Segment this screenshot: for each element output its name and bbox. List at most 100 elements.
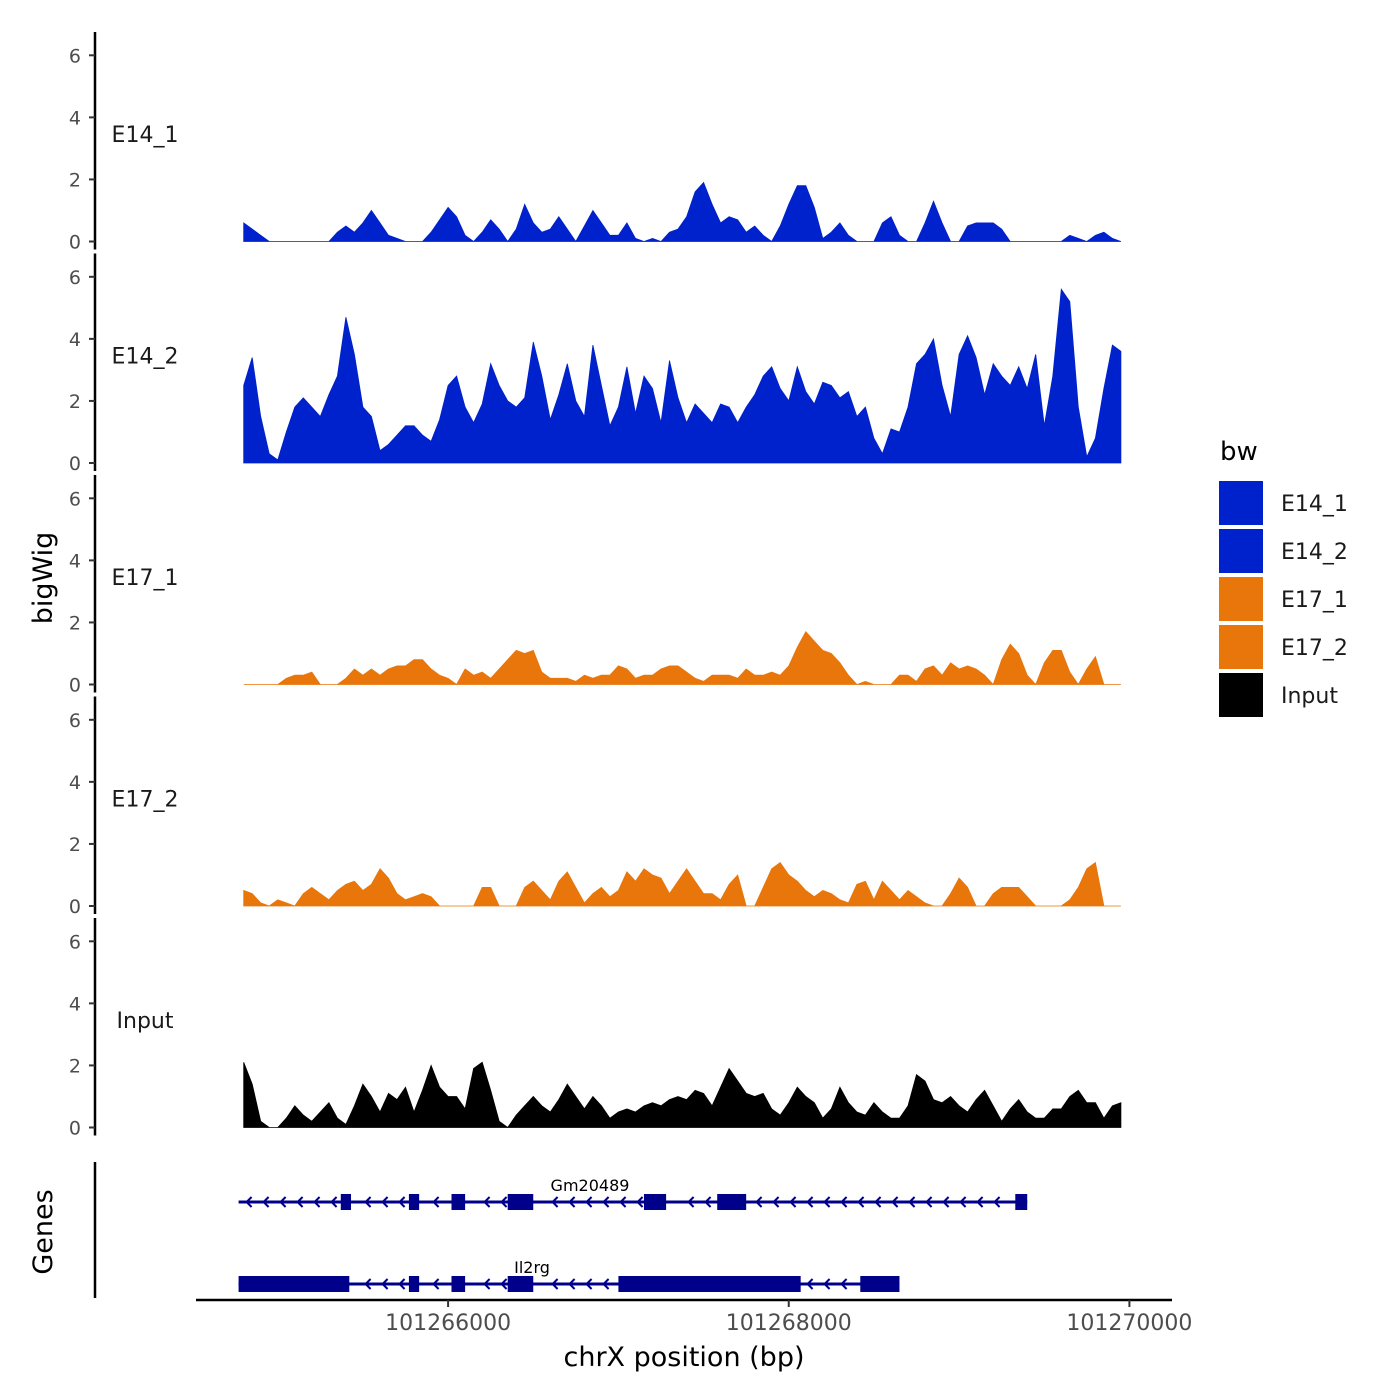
strand-arrow xyxy=(806,1278,814,1290)
strand-arrow xyxy=(279,1196,287,1208)
signal-area xyxy=(243,181,1122,243)
exon xyxy=(238,1276,350,1292)
y-tick-label: 6 xyxy=(69,45,81,67)
genes-track: Gm20489 Il2rg xyxy=(93,1162,1028,1298)
y-tick-label: 6 xyxy=(69,488,81,510)
gene-name-label: Il2rg xyxy=(514,1258,550,1277)
x-axis-title: chrX position (bp) xyxy=(563,1342,804,1373)
strand-arrow xyxy=(772,1196,780,1208)
y-tick-label: 2 xyxy=(69,391,81,413)
track-Input: 0 2 4 6 Input xyxy=(69,918,1122,1140)
strand-arrow xyxy=(687,1196,695,1208)
y-tick-label: 2 xyxy=(69,1055,81,1077)
exon xyxy=(408,1276,420,1292)
strand-arrow xyxy=(585,1278,593,1290)
x-tick-label: 101270000 xyxy=(1066,1311,1192,1336)
strand-arrow xyxy=(636,1196,644,1208)
exon xyxy=(643,1194,667,1210)
exon xyxy=(408,1194,420,1210)
track-E17_1: 0 2 4 6 E17_1 xyxy=(69,475,1121,697)
exon xyxy=(507,1194,534,1210)
track-label: Input xyxy=(117,1009,174,1034)
strand-arrow xyxy=(245,1196,253,1208)
gene-Il2rg: Il2rg xyxy=(238,1258,900,1292)
strand-arrow xyxy=(500,1196,508,1208)
legend-key-E17_1 xyxy=(1219,577,1263,621)
x-axis-ticks: 101266000 101268000 101270000 xyxy=(385,1300,1192,1336)
strand-arrow xyxy=(432,1196,440,1208)
y-tick-label: 0 xyxy=(69,232,81,254)
legend-title: bw xyxy=(1220,437,1258,467)
strand-arrow xyxy=(585,1196,593,1208)
strand-arrow xyxy=(313,1196,321,1208)
strand-arrow xyxy=(993,1196,1001,1208)
legend-label: E17_2 xyxy=(1281,636,1348,661)
strand-arrow xyxy=(806,1196,814,1208)
y-axis-title: bigWig xyxy=(28,532,59,625)
strand-arrow xyxy=(942,1196,950,1208)
track-label: E17_1 xyxy=(112,566,179,591)
strand-arrow xyxy=(551,1196,559,1208)
x-tick-label: 101266000 xyxy=(385,1311,511,1336)
strand-arrow xyxy=(483,1196,491,1208)
y-tick-label: 0 xyxy=(69,453,81,475)
y-tick-label: 2 xyxy=(69,169,81,191)
legend-key-E14_1 xyxy=(1219,481,1263,525)
exon xyxy=(618,1276,801,1292)
legend-label: E17_1 xyxy=(1281,588,1348,613)
exon xyxy=(717,1194,747,1210)
strand-arrow xyxy=(891,1196,899,1208)
strand-arrow xyxy=(296,1196,304,1208)
y-tick-label: 6 xyxy=(69,267,81,289)
strand-arrow xyxy=(483,1278,491,1290)
strand-arrow xyxy=(619,1196,627,1208)
legend-label: Input xyxy=(1281,684,1338,709)
strand-arrow xyxy=(398,1196,406,1208)
signal-area xyxy=(243,288,1122,464)
track-E14_2: 0 2 4 6 E14_2 xyxy=(69,253,1122,475)
legend-key-E17_2 xyxy=(1219,625,1263,669)
strand-arrow xyxy=(398,1278,406,1290)
exon xyxy=(451,1194,466,1210)
exon xyxy=(451,1276,466,1292)
track-E17_2: 0 2 4 6 E17_2 xyxy=(69,696,1121,918)
strand-arrow xyxy=(959,1196,967,1208)
strand-arrow xyxy=(381,1278,389,1290)
y-tick-label: 6 xyxy=(69,710,81,732)
y-tick-label: 4 xyxy=(69,329,81,351)
strand-arrow xyxy=(364,1278,372,1290)
gene-Gm20489: Gm20489 xyxy=(238,1176,1028,1210)
y-tick-label: 2 xyxy=(69,612,81,634)
track-label: E14_1 xyxy=(112,123,179,148)
legend-label: E14_1 xyxy=(1281,492,1348,517)
strand-arrow xyxy=(840,1196,848,1208)
y-tick-label: 4 xyxy=(69,550,81,572)
strand-arrow xyxy=(908,1196,916,1208)
signal-area xyxy=(243,1061,1122,1129)
exon xyxy=(507,1276,534,1292)
y-tick-label: 0 xyxy=(69,675,81,697)
legend-key-Input xyxy=(1219,673,1263,717)
strand-arrow xyxy=(381,1196,389,1208)
y-tick-label: 4 xyxy=(69,993,81,1015)
strand-arrow xyxy=(925,1196,933,1208)
x-tick-label: 101268000 xyxy=(726,1311,852,1336)
strand-arrow xyxy=(330,1196,338,1208)
legend-key-E14_2 xyxy=(1219,529,1263,573)
strand-arrow xyxy=(704,1196,712,1208)
track-label: E17_2 xyxy=(112,788,179,813)
y-tick-label: 0 xyxy=(69,896,81,918)
strand-arrow xyxy=(568,1278,576,1290)
strand-arrow xyxy=(602,1196,610,1208)
strand-arrow xyxy=(823,1196,831,1208)
exon xyxy=(340,1194,352,1210)
y-tick-label: 4 xyxy=(69,107,81,129)
strand-arrow xyxy=(364,1196,372,1208)
strand-arrow xyxy=(874,1196,882,1208)
strand-arrow xyxy=(755,1196,763,1208)
track-E14_1: 0 2 4 6 E14_1 xyxy=(69,32,1122,254)
gene-name-label: Gm20489 xyxy=(551,1176,630,1195)
exon xyxy=(860,1276,900,1292)
strand-arrow xyxy=(789,1196,797,1208)
